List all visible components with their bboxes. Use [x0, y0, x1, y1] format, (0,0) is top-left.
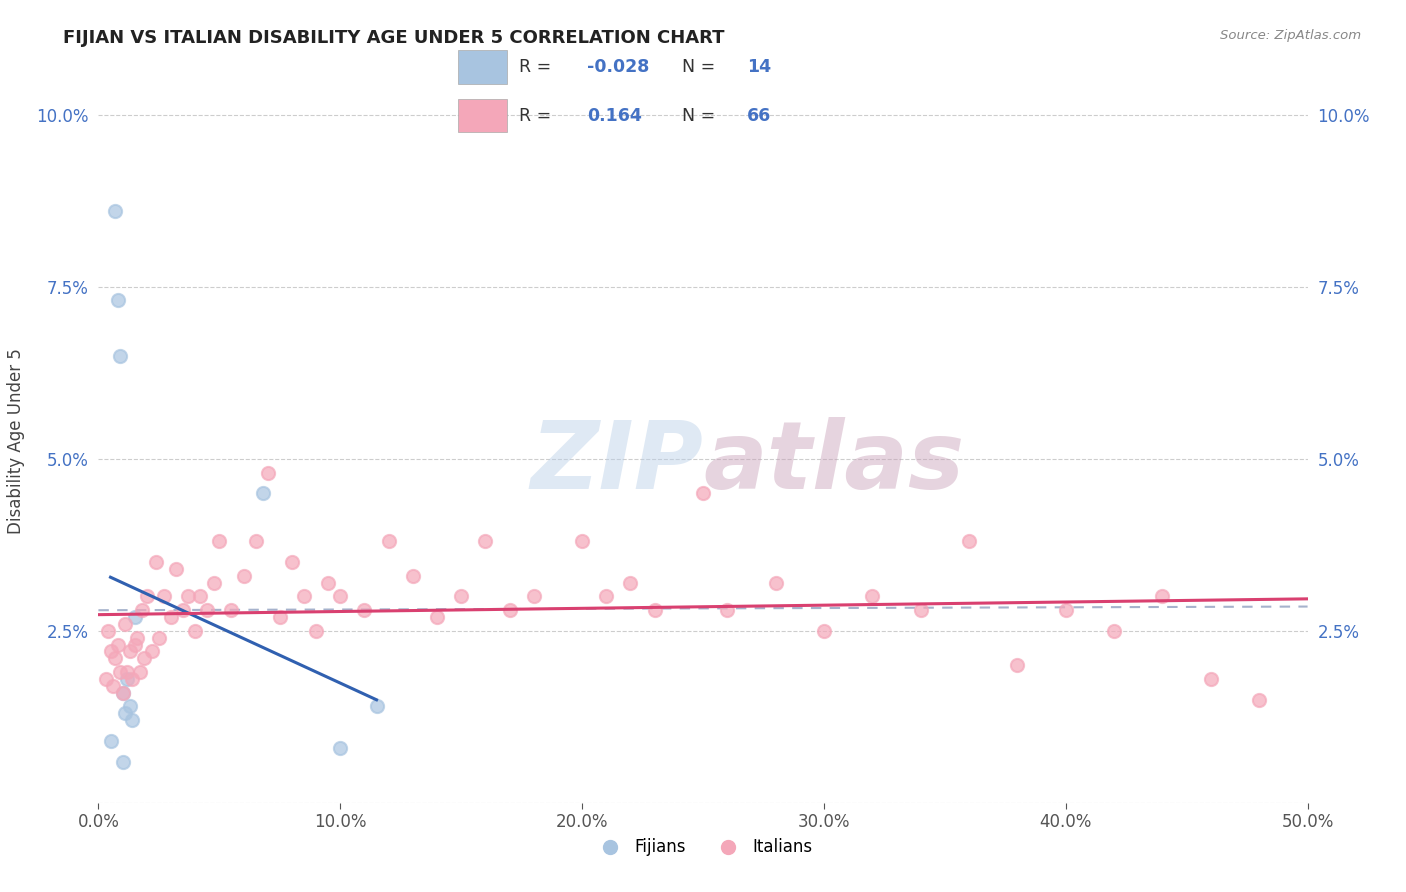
- Point: [148, 631, 170, 645]
- Point: [644, 603, 666, 617]
- Point: [107, 293, 129, 308]
- Legend: Fijians, Italians: Fijians, Italians: [586, 831, 820, 863]
- Point: [329, 590, 352, 604]
- Point: [127, 631, 149, 645]
- Point: [305, 624, 328, 638]
- Point: [131, 603, 153, 617]
- Point: [619, 575, 641, 590]
- Point: [100, 644, 122, 658]
- Point: [114, 616, 136, 631]
- Point: [1199, 672, 1222, 686]
- Point: [124, 638, 146, 652]
- Text: 14: 14: [747, 58, 770, 77]
- Point: [316, 575, 339, 590]
- Point: [172, 603, 194, 617]
- Point: [124, 610, 146, 624]
- Point: [141, 644, 163, 658]
- Point: [184, 624, 207, 638]
- Point: [97, 624, 120, 638]
- Point: [165, 562, 187, 576]
- Point: [177, 590, 200, 604]
- Point: [101, 679, 124, 693]
- Point: [1249, 692, 1271, 706]
- FancyBboxPatch shape: [458, 50, 508, 84]
- Point: [121, 713, 143, 727]
- Point: [426, 610, 449, 624]
- Point: [121, 672, 143, 686]
- Text: 66: 66: [747, 106, 770, 125]
- Point: [1007, 658, 1029, 673]
- Point: [523, 590, 546, 604]
- Point: [221, 603, 243, 617]
- Point: [118, 644, 141, 658]
- Point: [692, 486, 714, 500]
- Point: [329, 740, 352, 755]
- Point: [104, 651, 127, 665]
- Point: [402, 568, 425, 582]
- Point: [1054, 603, 1077, 617]
- Point: [252, 486, 274, 500]
- Point: [595, 590, 617, 604]
- Point: [910, 603, 932, 617]
- Point: [1102, 624, 1125, 638]
- Point: [108, 665, 131, 679]
- Point: [281, 555, 304, 569]
- Point: [813, 624, 835, 638]
- Text: Source: ZipAtlas.com: Source: ZipAtlas.com: [1220, 29, 1361, 42]
- Point: [111, 755, 134, 769]
- Point: [145, 555, 167, 569]
- Point: [100, 734, 122, 748]
- Point: [366, 699, 388, 714]
- Text: FIJIAN VS ITALIAN DISABILITY AGE UNDER 5 CORRELATION CHART: FIJIAN VS ITALIAN DISABILITY AGE UNDER 5…: [63, 29, 724, 46]
- Point: [571, 534, 593, 549]
- Point: [450, 590, 472, 604]
- Point: [716, 603, 738, 617]
- FancyBboxPatch shape: [458, 99, 508, 132]
- Text: 0.164: 0.164: [588, 106, 643, 125]
- Point: [292, 590, 315, 604]
- Point: [114, 706, 136, 721]
- Point: [134, 651, 156, 665]
- Point: [1152, 590, 1174, 604]
- Point: [204, 575, 226, 590]
- Point: [152, 590, 174, 604]
- Point: [245, 534, 267, 549]
- Point: [474, 534, 496, 549]
- Point: [117, 665, 139, 679]
- Point: [232, 568, 254, 582]
- Point: [104, 204, 127, 219]
- Point: [108, 349, 131, 363]
- Point: [208, 534, 231, 549]
- Point: [111, 686, 134, 700]
- Point: [135, 590, 157, 604]
- Text: atlas: atlas: [703, 417, 965, 509]
- Text: N =: N =: [682, 106, 721, 125]
- Text: ZIP: ZIP: [530, 417, 703, 509]
- Point: [195, 603, 218, 617]
- Point: [94, 672, 117, 686]
- Point: [377, 534, 399, 549]
- Text: R =: R =: [519, 106, 557, 125]
- Point: [860, 590, 883, 604]
- Point: [118, 699, 141, 714]
- Point: [117, 672, 139, 686]
- Text: R =: R =: [519, 58, 557, 77]
- Point: [128, 665, 150, 679]
- Point: [111, 686, 134, 700]
- Point: [256, 466, 278, 480]
- Point: [188, 590, 211, 604]
- Text: -0.028: -0.028: [588, 58, 650, 77]
- Point: [353, 603, 375, 617]
- Text: N =: N =: [682, 58, 721, 77]
- Point: [765, 575, 787, 590]
- Point: [107, 638, 129, 652]
- Point: [160, 610, 183, 624]
- Point: [269, 610, 291, 624]
- Point: [498, 603, 520, 617]
- Point: [957, 534, 980, 549]
- Y-axis label: Disability Age Under 5: Disability Age Under 5: [7, 349, 25, 534]
